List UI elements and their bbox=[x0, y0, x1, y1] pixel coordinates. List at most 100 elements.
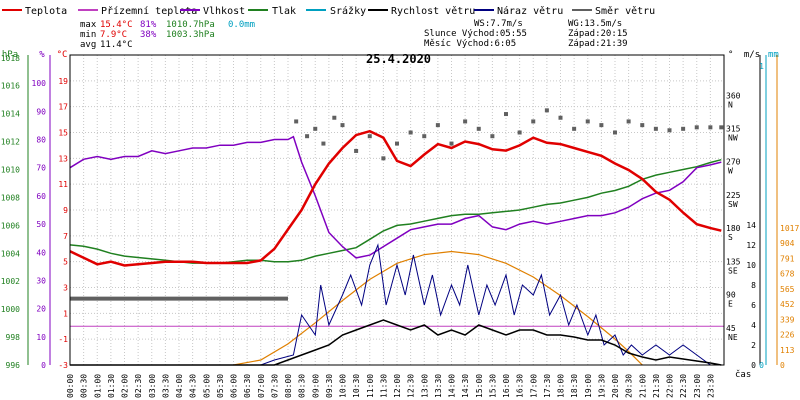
series-wind-direction-point bbox=[354, 148, 359, 153]
series-temperature bbox=[69, 129, 722, 267]
axis-title-pressure: hPa bbox=[2, 50, 18, 60]
y-tick-direction: 135 bbox=[726, 257, 741, 266]
x-tick-label: 01:30 bbox=[107, 374, 116, 398]
x-tick-label: 14:00 bbox=[448, 374, 457, 398]
legend-item-ground-temperature: Přízemní teplota bbox=[78, 5, 197, 17]
axis-title-direction: ° bbox=[728, 50, 733, 60]
y-tick-wind: 6 bbox=[751, 301, 756, 310]
y-tick-direction: 225 bbox=[726, 191, 741, 200]
y-tick-wind: 2 bbox=[751, 341, 756, 350]
sun-set: Západ:20:15 bbox=[568, 29, 628, 39]
x-tick-label: 03:30 bbox=[161, 374, 170, 398]
series-wind-direction-point bbox=[321, 141, 326, 146]
x-tick-label: 19:00 bbox=[584, 374, 593, 398]
y-tick-pressure: 1006 bbox=[1, 221, 20, 230]
y-tick-humidity: 10 bbox=[36, 333, 46, 342]
y-tick-pressure: 1016 bbox=[1, 82, 20, 91]
series-wind-direction-point bbox=[395, 141, 399, 146]
x-tick-label: 05:30 bbox=[216, 374, 225, 398]
x-tick-label: 06:00 bbox=[230, 374, 239, 398]
y-tick-pressure: 1014 bbox=[1, 110, 20, 119]
x-tick-label: 08:30 bbox=[298, 374, 307, 398]
series-wind-direction-point bbox=[381, 156, 386, 161]
series-wind-direction-point bbox=[613, 130, 617, 135]
sun-rise: Slunce Východ:05:55 bbox=[424, 29, 527, 39]
x-tick-label: 05:00 bbox=[202, 374, 211, 398]
legend-label: Vlhkost bbox=[203, 6, 245, 17]
series-wind-direction-point bbox=[476, 126, 481, 131]
series-wind-direction-point bbox=[653, 126, 658, 131]
x-tick-label: 11:30 bbox=[379, 374, 388, 398]
y-tick-pressure: 996 bbox=[6, 361, 21, 370]
y-tick-pressure: 1018 bbox=[1, 54, 20, 63]
y-tick-pressure: 1000 bbox=[1, 305, 20, 314]
x-tick-label: 15:30 bbox=[488, 374, 497, 398]
x-tick-label: 09:00 bbox=[311, 374, 320, 398]
y-tick-humidity: 60 bbox=[36, 192, 46, 201]
x-tick-label: 17:30 bbox=[543, 374, 552, 398]
x-tick-label: 02:30 bbox=[134, 374, 143, 398]
x-tick-label: 15:00 bbox=[475, 374, 484, 398]
y-tick-direction: 90 bbox=[726, 291, 736, 300]
series-solar bbox=[233, 250, 643, 366]
series-wind-direction-point bbox=[313, 126, 318, 131]
y-tick-solar: 904 bbox=[780, 239, 795, 248]
series-wind-direction-point bbox=[408, 130, 413, 135]
x-tick-label: 00:00 bbox=[66, 374, 75, 398]
stats-block: max 15.4°C 81% 1010.7hPa 0.0mm min 7.9°C… bbox=[80, 20, 255, 50]
series-wind-direction-point bbox=[640, 123, 645, 128]
y-tick-solar: 226 bbox=[780, 331, 795, 340]
y-tick-rain: 0 bbox=[759, 361, 764, 370]
y-tick-temperature: 11 bbox=[58, 180, 68, 189]
stats-avg-label: avg bbox=[80, 40, 96, 50]
x-tick-label: 04:30 bbox=[189, 374, 198, 398]
y-tick-pressure: 1002 bbox=[1, 277, 20, 286]
y-tick-humidity: 90 bbox=[36, 107, 46, 116]
stats-min-pressure: 1003.3hPa bbox=[166, 30, 215, 40]
plot-frame bbox=[69, 54, 725, 366]
y-tick-direction: 45 bbox=[726, 324, 736, 333]
y-tick-direction: 360 bbox=[726, 91, 741, 100]
series-wind-direction-point bbox=[435, 123, 440, 128]
stats-min-temp: 7.9°C bbox=[100, 30, 127, 40]
series-wind-direction-point bbox=[558, 115, 563, 120]
x-tick-label: 20:00 bbox=[611, 374, 620, 398]
x-tick-label: 21:30 bbox=[652, 374, 661, 398]
y-tick-solar: 565 bbox=[780, 285, 795, 294]
series-pressure bbox=[69, 158, 722, 264]
x-tick-label: 22:00 bbox=[666, 374, 675, 398]
y-tick-solar: 0 bbox=[780, 361, 785, 370]
legend-item-temperature: Teplota bbox=[2, 6, 67, 17]
sun-info: Slunce Východ:05:55 Západ:20:15 Měsíc Vý… bbox=[424, 29, 628, 49]
x-tick-label: 01:00 bbox=[93, 374, 102, 398]
y-tick-temperature: 9 bbox=[63, 206, 68, 215]
series-wind-direction-point bbox=[544, 108, 549, 113]
series-wind-direction-point bbox=[572, 126, 577, 131]
x-tick-label: 21:00 bbox=[638, 374, 647, 398]
y-tick-solar: 113 bbox=[780, 346, 795, 355]
moon-rise: Měsíc Východ:6:05 bbox=[424, 39, 516, 49]
legend-label: Srážky bbox=[330, 5, 366, 17]
series-wind-speed bbox=[70, 319, 722, 366]
x-tick-label: 03:00 bbox=[148, 374, 157, 398]
wind-ws: WS:7.7m/s bbox=[474, 19, 523, 29]
x-tick-label: 09:30 bbox=[325, 374, 334, 398]
y-tick-temperature: 13 bbox=[58, 154, 68, 163]
y-tick-direction-label: NW bbox=[728, 134, 738, 143]
y-tick-humidity: 20 bbox=[36, 305, 46, 314]
x-tick-label: 17:00 bbox=[529, 374, 538, 398]
x-tick-label: 13:30 bbox=[434, 374, 443, 398]
stats-min-label: min bbox=[80, 30, 96, 40]
x-tick-label: 07:00 bbox=[257, 374, 266, 398]
x-tick-label: 07:30 bbox=[270, 374, 279, 398]
series-wind-direction-point bbox=[504, 112, 508, 117]
wind-wg: WG:13.5m/s bbox=[568, 19, 622, 29]
axis-title-rain: mm bbox=[768, 50, 779, 60]
series-wind-direction-point bbox=[585, 119, 590, 124]
y-tick-temperature: 5 bbox=[63, 258, 68, 267]
series-layer bbox=[69, 108, 724, 366]
y-tick-humidity: 50 bbox=[36, 220, 46, 229]
legend-item-pressure: Tlak bbox=[248, 6, 296, 17]
y-tick-humidity: 100 bbox=[32, 79, 47, 88]
y-tick-direction-label: SW bbox=[728, 200, 738, 209]
